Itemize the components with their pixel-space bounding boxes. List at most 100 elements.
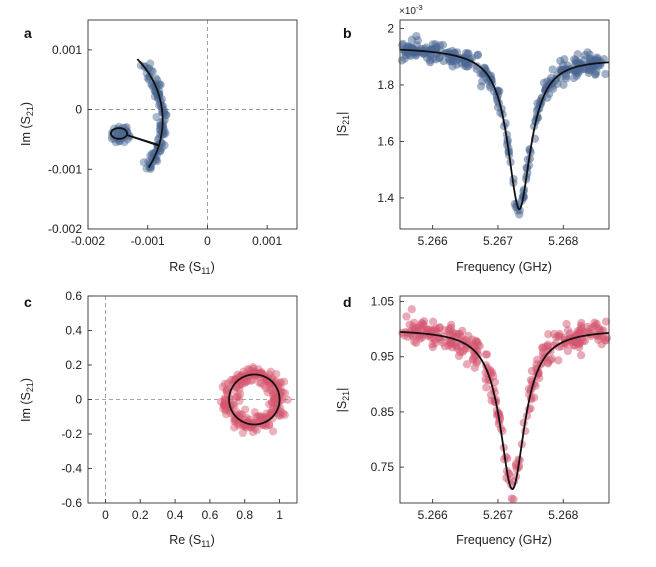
panel-c-y-axis-label: Im (S21)	[19, 378, 35, 422]
panel-d-ylabel-main: |S	[335, 401, 349, 413]
panel-c-x-axis-label: Re (S11)	[169, 533, 214, 549]
data-point	[270, 394, 279, 403]
data-point	[543, 340, 553, 349]
data-point	[255, 412, 264, 421]
fit-curve	[110, 58, 164, 168]
data-point	[269, 393, 279, 403]
y-tick-label: 1.8	[377, 78, 394, 92]
data-point	[547, 354, 557, 364]
data-point	[441, 342, 450, 351]
data-point	[147, 149, 156, 159]
data-point	[113, 129, 122, 138]
data-point	[601, 317, 611, 326]
data-point	[261, 384, 271, 393]
x-tick-label: 0.8	[236, 508, 253, 522]
data-point	[234, 392, 243, 401]
x-tick-label: 5.268	[548, 508, 578, 522]
data-point	[230, 401, 239, 410]
data-point	[155, 79, 164, 89]
data-point	[521, 426, 530, 436]
data-point	[245, 415, 254, 424]
panel-b-y-multiplier-base: ×10	[399, 6, 416, 17]
panel-c-ylabel-main: Im (S	[19, 392, 33, 422]
svg-text:Im (S21): Im (S21)	[19, 378, 35, 422]
data-point	[280, 389, 290, 398]
data-point	[277, 407, 286, 416]
data-point	[236, 380, 245, 389]
data-point	[578, 65, 587, 74]
data-point	[550, 330, 559, 339]
panel-a-xlabel-main: Re (S	[169, 260, 201, 274]
data-point	[268, 391, 278, 400]
svg-text:Re (S11): Re (S11)	[169, 533, 214, 549]
data-point	[276, 411, 285, 420]
svg-text:|S21|: |S21|	[335, 112, 351, 137]
data-point	[250, 424, 260, 433]
data-point	[477, 82, 486, 91]
x-tick-label: 0	[204, 234, 211, 248]
panel-c: c 0 0.2 0.4 0.6 0.8 1 0.6 0.4 0.2 0 -0.2 -0.4 -0.6 R…	[19, 289, 298, 549]
y-tick-label: 0.85	[371, 405, 395, 419]
data-point	[236, 380, 245, 389]
panel-c-ylabel-end: )	[19, 378, 33, 382]
data-point	[482, 383, 491, 392]
data-point	[231, 410, 240, 419]
panel-a-xlabel-end: )	[211, 260, 215, 274]
data-point	[221, 399, 230, 408]
data-point	[572, 59, 581, 68]
data-point	[266, 367, 275, 376]
panel-a-xlabel-sub: 11	[201, 266, 210, 276]
data-point	[218, 382, 227, 392]
data-point	[583, 322, 592, 332]
data-point	[417, 318, 426, 328]
data-point	[544, 330, 553, 339]
data-point	[590, 318, 599, 327]
svg-text:Im (S21): Im (S21)	[19, 102, 35, 146]
data-point	[265, 421, 274, 430]
x-tick-label: 5.266	[418, 508, 448, 522]
panel-c-xlabel-sub: 11	[201, 539, 210, 549]
panel-b-frame	[399, 19, 610, 230]
data-point	[221, 406, 230, 415]
data-point	[248, 427, 258, 437]
data-point	[254, 365, 263, 374]
data-point	[146, 163, 155, 172]
data-point	[153, 75, 162, 85]
data-point	[256, 379, 266, 388]
x-tick-label: 0.6	[202, 508, 219, 522]
data-point	[279, 377, 289, 386]
data-point	[222, 404, 231, 414]
data-point	[220, 394, 229, 403]
data-point	[585, 66, 594, 75]
y-tick-label: 1.6	[377, 134, 394, 148]
data-point	[222, 387, 231, 396]
data-point	[601, 336, 611, 345]
panel-d-ylabel-sub: 21	[341, 391, 351, 401]
data-point	[599, 54, 609, 64]
x-tick-label: -0.002	[71, 234, 105, 248]
data-point	[468, 335, 477, 344]
data-point	[276, 378, 286, 387]
data-point	[410, 324, 419, 333]
y-tick-label: 0.75	[371, 460, 395, 474]
data-point	[468, 354, 477, 363]
panel-b-letter: b	[343, 25, 352, 41]
data-point	[255, 378, 264, 387]
data-point	[235, 396, 244, 406]
data-point	[156, 80, 165, 90]
data-point	[473, 50, 483, 59]
data-point	[228, 379, 237, 388]
y-tick-label: -0.6	[61, 496, 82, 510]
data-point	[147, 162, 156, 171]
data-point	[263, 388, 272, 397]
y-tick-label: 0.001	[52, 43, 82, 57]
data-point	[475, 341, 484, 351]
panel-a-frame	[87, 19, 298, 230]
x-tick-label: 5.267	[483, 234, 513, 248]
data-point	[249, 364, 258, 374]
data-point	[232, 392, 242, 401]
data-point	[462, 360, 472, 369]
data-point	[233, 375, 242, 384]
data-point	[438, 40, 448, 49]
data-point	[220, 401, 229, 411]
